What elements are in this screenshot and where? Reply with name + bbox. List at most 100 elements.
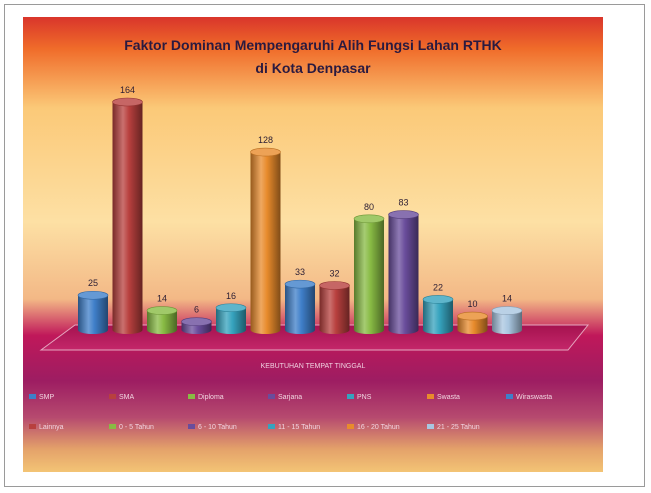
bar-top-cap: [146, 306, 178, 315]
bar-body: [112, 102, 143, 334]
data-label: 128: [258, 135, 273, 145]
legend-swatch: [347, 424, 354, 429]
bar-body: [319, 285, 350, 334]
legend-item: 6 - 10 Tahun: [188, 424, 237, 431]
bar: [181, 317, 212, 334]
bar: [422, 295, 454, 334]
legend-swatch: [427, 394, 434, 399]
legend-item: 16 - 20 Tahun: [347, 424, 400, 431]
legend-item: 11 - 15 Tahun: [268, 424, 320, 431]
legend-item: Lainnya: [29, 424, 64, 431]
bar-top-cap: [215, 303, 247, 313]
bar: [353, 214, 385, 334]
bar-top-cap: [319, 281, 350, 290]
bar-body: [285, 284, 315, 334]
legend-label: Lainnya: [39, 424, 64, 431]
legend-swatch: [29, 424, 36, 429]
legend-label: 0 - 5 Tahun: [119, 424, 154, 431]
legend-item: SMA: [109, 394, 135, 401]
data-labels-group: 25 164 14 6 16 128 33 32 80 83 22 10 14: [88, 85, 512, 315]
legend-swatch: [188, 394, 195, 399]
figure-frame: [4, 4, 645, 487]
legend-label: Sarjana: [278, 394, 302, 401]
data-label: 14: [502, 294, 512, 304]
legend-item: PNS: [347, 394, 372, 401]
x-axis-label: KEBUTUHAN TEMPAT TINGGAL: [261, 363, 366, 370]
data-label: 33: [295, 267, 305, 277]
legend-swatch: [29, 394, 36, 399]
bar-body: [457, 316, 488, 334]
legend-label: 11 - 15 Tahun: [278, 424, 320, 431]
bar-body: [78, 295, 108, 334]
legend-swatch: [427, 424, 434, 429]
data-label: 164: [120, 85, 135, 95]
legend-item: Swasta: [427, 394, 460, 401]
bar-top-cap: [457, 311, 488, 321]
legend-label: SMP: [39, 394, 55, 401]
legend-label: SMA: [119, 394, 135, 401]
data-label: 80: [364, 202, 374, 212]
bar: [284, 279, 316, 334]
legend-swatch: [109, 394, 116, 399]
legend-swatch: [347, 394, 354, 399]
data-label: 32: [329, 269, 339, 279]
chart-container: Faktor Dominan Mempengaruhi Alih Fungsi …: [23, 17, 603, 472]
bar: [250, 147, 281, 334]
bar-top-cap: [422, 295, 454, 304]
chart-title-line2: di Kota Denpasar: [255, 60, 371, 76]
legend-label: Swasta: [437, 394, 460, 401]
data-label: 6: [194, 305, 199, 315]
legend-swatch: [109, 424, 116, 429]
bar-top-cap: [491, 306, 523, 315]
data-label: 14: [157, 294, 167, 304]
bar-body: [492, 310, 522, 334]
bar: [112, 97, 143, 334]
bar-chart: Faktor Dominan Mempengaruhi Alih Fungsi …: [23, 17, 603, 472]
bar-body: [147, 310, 177, 334]
data-label: 16: [226, 291, 236, 301]
bar-top-cap: [77, 290, 109, 300]
legend-item: SMP: [29, 394, 55, 401]
legend-swatch: [268, 424, 275, 429]
legend-item: Sarjana: [268, 394, 302, 401]
legend-item: Wiraswasta: [506, 394, 552, 401]
bar: [215, 303, 247, 334]
bar: [457, 311, 488, 334]
bar-top-cap: [112, 97, 143, 107]
data-label: 22: [433, 282, 443, 292]
legend-swatch: [506, 394, 513, 399]
legend-item: Diploma: [188, 394, 224, 401]
bar-body: [216, 307, 246, 334]
legend-label: 21 - 25 Tahun: [437, 424, 480, 431]
data-label: 83: [398, 198, 408, 208]
legend-label: Diploma: [198, 394, 224, 401]
legend-label: PNS: [357, 394, 372, 401]
data-label: 10: [467, 299, 477, 309]
legend-swatch: [188, 424, 195, 429]
bar: [491, 306, 523, 334]
bar-top-cap: [353, 214, 385, 224]
legend: SMP SMA Diploma Sarjana PNS Swasta Wiraswasta L…: [29, 394, 552, 431]
bar: [77, 290, 109, 334]
bar-top-cap: [181, 317, 212, 326]
bar-top-cap: [284, 279, 316, 289]
bar: [146, 306, 178, 334]
bar-body: [250, 152, 281, 334]
chart-background: [23, 17, 603, 472]
bar-body: [423, 299, 453, 334]
legend-label: Wiraswasta: [516, 394, 552, 401]
bars-group: [77, 97, 523, 334]
legend-label: 16 - 20 Tahun: [357, 424, 400, 431]
data-label: 25: [88, 278, 98, 288]
legend-label: 6 - 10 Tahun: [198, 424, 237, 431]
bar-top-cap: [250, 147, 281, 157]
legend-item: 21 - 25 Tahun: [427, 424, 480, 431]
bar-top-cap: [388, 210, 419, 219]
bar-body: [354, 218, 384, 334]
chart-title-line1: Faktor Dominan Mempengaruhi Alih Fungsi …: [124, 37, 502, 53]
bar: [388, 210, 419, 334]
bar: [319, 281, 350, 334]
legend-swatch: [268, 394, 275, 399]
bar-body: [388, 214, 419, 334]
legend-item: 0 - 5 Tahun: [109, 424, 154, 431]
